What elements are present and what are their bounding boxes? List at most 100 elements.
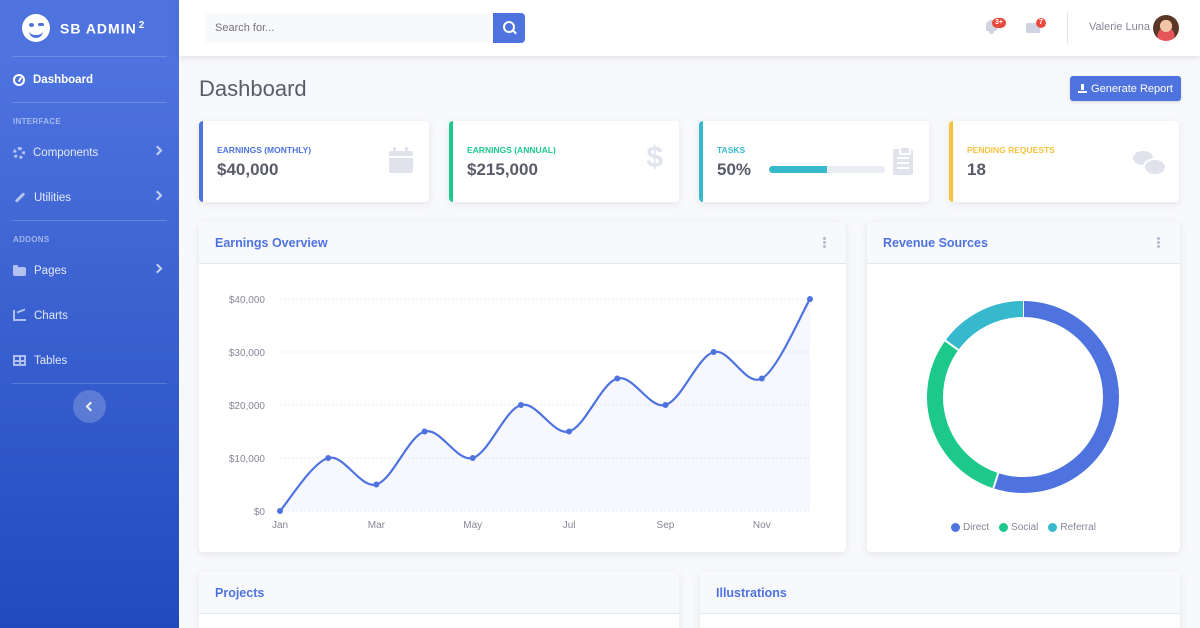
data-point[interactable]: [710, 349, 717, 355]
stat-value: $40,000: [217, 160, 279, 179]
comments-icon: [1133, 151, 1167, 177]
x-tick-label: Jan: [272, 520, 288, 531]
alerts-badge: 3+: [992, 18, 1006, 28]
sidebar-heading-addons: ADDONS: [13, 235, 50, 244]
data-point[interactable]: [469, 455, 476, 461]
data-point[interactable]: [662, 402, 669, 408]
card-title: Illustrations: [716, 585, 787, 600]
sidebar-heading-interface: INTERFACE: [13, 117, 62, 126]
stat-label: PENDING REQUESTS: [967, 145, 1055, 155]
stat-value: $215,000: [467, 160, 538, 179]
stat-label: EARNINGS (MONTHLY): [217, 145, 312, 155]
data-point[interactable]: [614, 375, 621, 382]
slice-separator: [944, 339, 959, 351]
earnings-line-chart: $0 $10,000 $20,000 $30,000 $40,000 Jan Mar May J…: [229, 295, 813, 531]
sidebar-item-label: Charts: [34, 309, 68, 322]
clipboard-icon: [893, 146, 913, 175]
bell-icon[interactable]: [985, 20, 998, 34]
sidebar-item-charts[interactable]: Charts: [0, 293, 179, 338]
calendar-icon: [389, 147, 413, 173]
download-icon: [1078, 84, 1088, 93]
data-point[interactable]: [566, 428, 573, 435]
x-tick-label: Nov: [753, 520, 771, 531]
search-form: [205, 13, 525, 43]
card-title: Revenue Sources: [883, 235, 988, 250]
chevron-right-icon: [152, 263, 163, 274]
stat-card-tasks: TASKS 50%: [699, 121, 929, 202]
donut-slice-direct[interactable]: [993, 301, 1119, 493]
sidebar-item-tables[interactable]: Tables: [0, 338, 179, 383]
sidebar-item-label: Pages: [34, 264, 67, 277]
legend-label: Referral: [1060, 522, 1096, 533]
data-point[interactable]: [325, 455, 332, 461]
sidebar-item-utilities[interactable]: Utilities: [0, 175, 179, 220]
folder-icon: [13, 265, 26, 276]
stat-label: TASKS: [717, 145, 746, 155]
data-point[interactable]: [807, 296, 813, 302]
progress-fill: [769, 166, 827, 173]
chart-legend: Direct Social Referral: [867, 522, 1180, 533]
legend-dot: [951, 523, 961, 532]
data-point[interactable]: [373, 481, 380, 488]
sidebar-item-label: Tables: [34, 354, 68, 367]
chevron-right-icon: [152, 190, 163, 201]
stat-card-earnings-annual: EARNINGS (ANNUAL) $215,000 $: [449, 121, 679, 202]
sidebar: SB ADMIN 2 Dashboard INTERFACE Components…: [0, 0, 179, 628]
card-header: Earnings Overview: [199, 222, 846, 264]
legend-item-referral: Referral: [1048, 522, 1096, 533]
legend-dot: [1048, 523, 1058, 532]
sidebar-item-label: Utilities: [34, 191, 72, 204]
data-point[interactable]: [517, 402, 524, 408]
y-tick-label: $40,000: [229, 295, 266, 306]
envelope-icon[interactable]: [1026, 23, 1040, 33]
brand-name: SB ADMIN 2: [60, 19, 146, 37]
search-input[interactable]: [205, 13, 493, 43]
data-point[interactable]: [421, 428, 428, 435]
legend-dot: [999, 523, 1009, 532]
data-point[interactable]: [277, 508, 283, 514]
brand[interactable]: SB ADMIN 2: [0, 0, 179, 56]
sidebar-divider: [12, 102, 167, 103]
card-header: Revenue Sources: [867, 222, 1180, 264]
data-point[interactable]: [758, 375, 765, 382]
legend-item-social: Social: [999, 522, 1038, 533]
generate-report-label: Generate Report: [1091, 82, 1173, 95]
tachometer-icon: [13, 73, 25, 86]
donut-slice-referral[interactable]: [945, 301, 1024, 351]
generate-report-button[interactable]: Generate Report: [1070, 76, 1181, 101]
legend-label: Direct: [963, 522, 990, 533]
ellipsis-v-icon[interactable]: [823, 237, 826, 240]
slice-separator: [992, 472, 1000, 489]
y-tick-label: $20,000: [229, 401, 266, 412]
donut-slice-social[interactable]: [927, 340, 999, 489]
y-tick-label: $10,000: [229, 454, 266, 465]
sidebar-item-components[interactable]: Components: [0, 130, 179, 175]
sidebar-divider: [12, 383, 167, 384]
x-tick-label: May: [463, 520, 482, 531]
series-area: [280, 299, 810, 511]
sidebar-divider: [12, 220, 167, 221]
cog-icon: [13, 146, 25, 159]
chart-area-icon: [13, 310, 26, 321]
sidebar-item-pages[interactable]: Pages: [0, 248, 179, 293]
ellipsis-v-icon[interactable]: [1157, 237, 1160, 240]
topbar-divider: [1067, 12, 1068, 44]
laugh-wink-icon: [22, 14, 50, 42]
stat-value: 18: [967, 160, 986, 179]
user-name[interactable]: Valerie Luna: [1089, 21, 1150, 33]
y-tick-label: $30,000: [229, 348, 266, 359]
chevron-right-icon: [152, 145, 163, 156]
search-button[interactable]: [493, 13, 525, 43]
sidebar-divider: [12, 56, 167, 57]
avatar[interactable]: [1153, 15, 1179, 41]
legend-item-direct: Direct: [951, 522, 989, 533]
topbar: 3+ 7 Valerie Luna: [179, 0, 1200, 56]
messages-badge: 7: [1036, 18, 1046, 28]
x-tick-label: Sep: [657, 520, 675, 531]
y-tick-label: $0: [254, 507, 266, 518]
sidebar-toggle-button[interactable]: [73, 390, 106, 423]
sidebar-item-dashboard[interactable]: Dashboard: [0, 57, 179, 102]
x-tick-label: Mar: [368, 520, 386, 531]
earnings-overview-card: Earnings Overview $0 $10,000 $20,000 $30,00…: [199, 222, 846, 552]
revenue-sources-card: Revenue Sources Direct Social Referral: [867, 222, 1180, 552]
